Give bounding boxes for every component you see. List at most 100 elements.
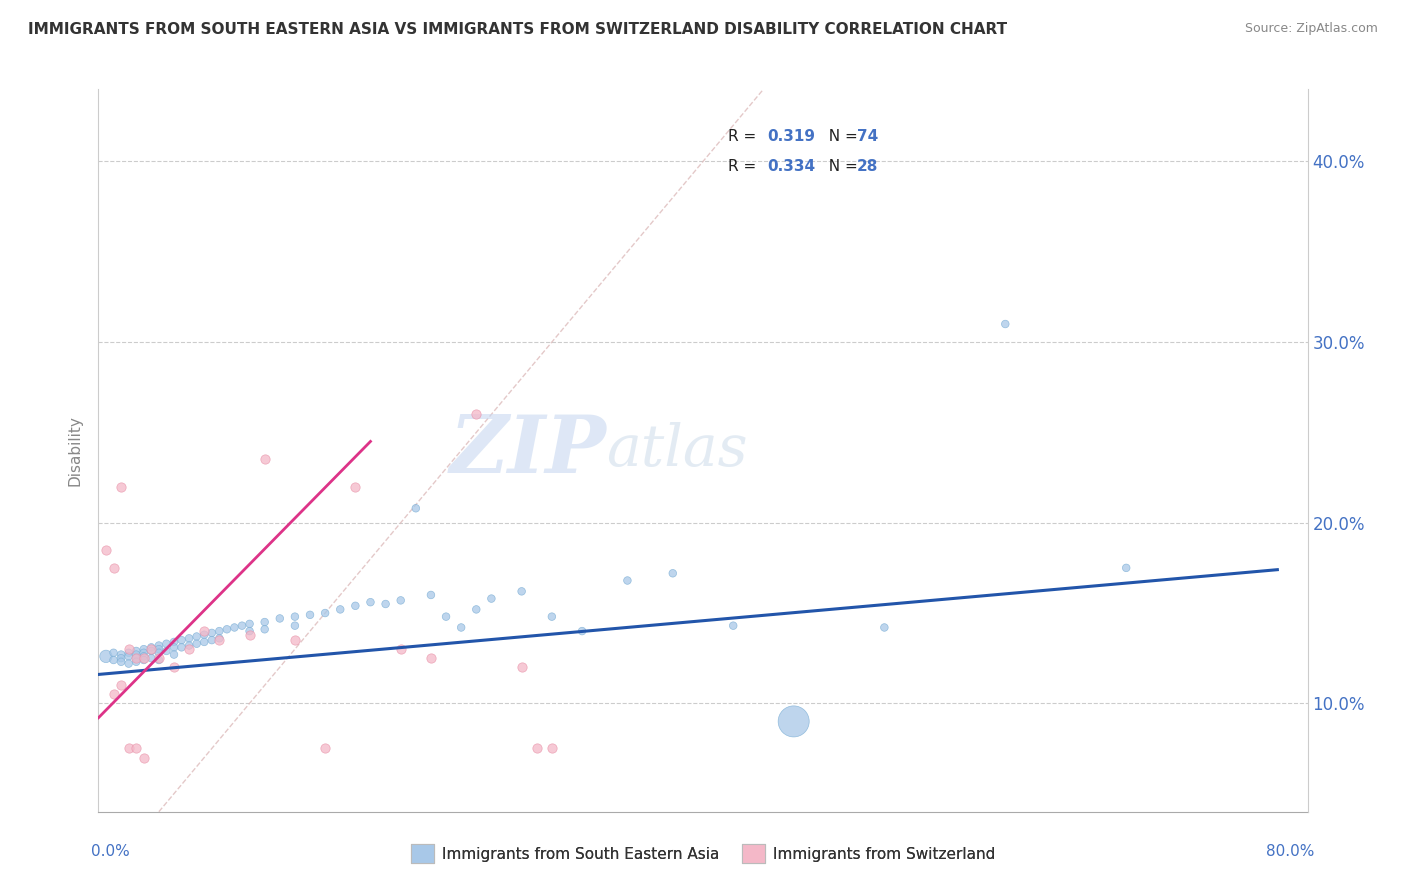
Point: [465, 407, 488, 421]
Point: [103, 653, 125, 667]
Point: [299, 607, 322, 622]
Point: [224, 620, 246, 634]
Point: [374, 597, 396, 611]
Text: R =: R =: [728, 129, 761, 145]
Text: IMMIGRANTS FROM SOUTH EASTERN ASIA VS IMMIGRANTS FROM SWITZERLAND DISABILITY COR: IMMIGRANTS FROM SOUTH EASTERN ASIA VS IM…: [28, 22, 1007, 37]
Point: [148, 639, 170, 653]
Point: [208, 632, 231, 646]
Point: [94, 542, 117, 557]
Point: [208, 624, 231, 639]
Point: [132, 750, 155, 764]
Point: [284, 609, 307, 624]
Text: 80.0%: 80.0%: [1267, 845, 1315, 859]
Point: [125, 644, 148, 658]
Point: [314, 741, 336, 756]
Text: 0.319: 0.319: [768, 129, 815, 145]
Point: [118, 649, 141, 664]
Point: [132, 653, 155, 667]
Point: [186, 637, 208, 651]
Point: [110, 480, 132, 494]
Point: [360, 595, 382, 609]
Point: [526, 741, 548, 756]
Text: 74: 74: [858, 129, 879, 145]
Point: [540, 609, 562, 624]
Point: [239, 628, 262, 642]
Point: [141, 640, 163, 655]
Point: [239, 616, 262, 631]
Point: [125, 651, 148, 665]
Point: [179, 632, 201, 646]
Point: [193, 628, 215, 642]
Point: [103, 646, 125, 660]
Point: [723, 618, 745, 632]
Point: [540, 741, 562, 756]
Legend: Immigrants from South Eastern Asia, Immigrants from Switzerland: Immigrants from South Eastern Asia, Immi…: [405, 838, 1001, 869]
Text: atlas: atlas: [606, 422, 748, 479]
Point: [110, 648, 132, 662]
Point: [873, 620, 896, 634]
Point: [201, 626, 224, 640]
Point: [284, 633, 307, 648]
Point: [163, 635, 186, 649]
Point: [253, 615, 276, 629]
Point: [783, 714, 806, 729]
Point: [103, 561, 125, 575]
Y-axis label: Disability: Disability: [67, 415, 83, 486]
Point: [125, 651, 148, 665]
Point: [434, 609, 457, 624]
Point: [118, 642, 141, 657]
Point: [450, 620, 472, 634]
Point: [118, 657, 141, 671]
Point: [132, 642, 155, 657]
Point: [253, 452, 276, 467]
Point: [132, 651, 155, 665]
Point: [163, 648, 186, 662]
Point: [510, 584, 533, 599]
Point: [1115, 561, 1137, 575]
Point: [465, 602, 488, 616]
Text: N =: N =: [820, 129, 863, 145]
Point: [420, 588, 443, 602]
Text: R =: R =: [728, 159, 761, 174]
Text: N =: N =: [820, 159, 863, 174]
Point: [405, 501, 427, 516]
Point: [155, 644, 177, 658]
Point: [481, 591, 503, 606]
Point: [148, 653, 170, 667]
Point: [510, 660, 533, 674]
Point: [94, 649, 117, 664]
Text: 0.334: 0.334: [768, 159, 815, 174]
Point: [103, 687, 125, 701]
Point: [571, 624, 593, 639]
Point: [148, 646, 170, 660]
Text: Source: ZipAtlas.com: Source: ZipAtlas.com: [1244, 22, 1378, 36]
Point: [215, 622, 238, 636]
Point: [110, 678, 132, 692]
Point: [193, 624, 215, 639]
Point: [994, 317, 1017, 331]
Point: [179, 642, 201, 657]
Point: [344, 599, 367, 613]
Point: [186, 630, 208, 644]
Point: [239, 624, 262, 639]
Point: [163, 660, 186, 674]
Point: [253, 622, 276, 636]
Point: [420, 651, 443, 665]
Point: [125, 648, 148, 662]
Point: [148, 651, 170, 665]
Text: ZIP: ZIP: [450, 412, 606, 489]
Point: [110, 655, 132, 669]
Point: [344, 480, 367, 494]
Point: [329, 602, 352, 616]
Point: [163, 640, 186, 655]
Point: [314, 606, 336, 620]
Point: [193, 635, 215, 649]
Point: [616, 574, 638, 588]
Point: [125, 741, 148, 756]
Point: [141, 642, 163, 657]
Point: [148, 642, 170, 657]
Point: [208, 633, 231, 648]
Point: [118, 646, 141, 660]
Point: [110, 651, 132, 665]
Point: [118, 741, 141, 756]
